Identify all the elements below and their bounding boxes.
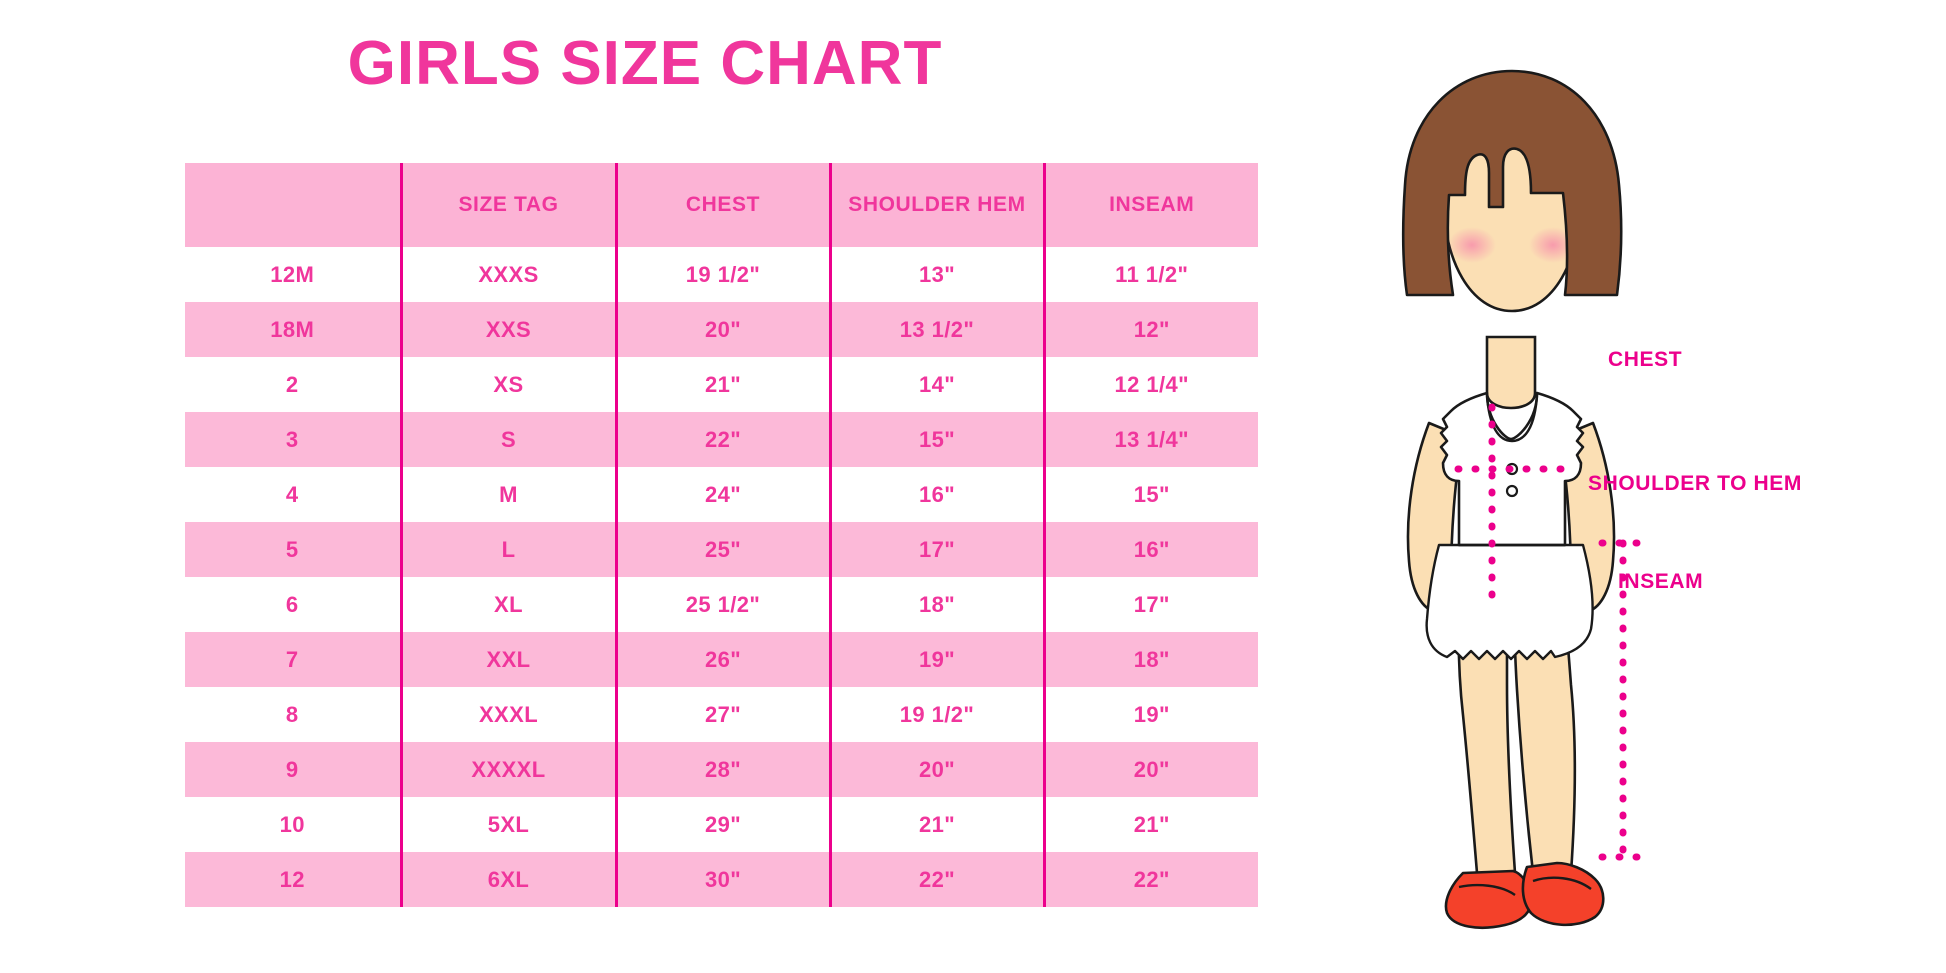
page-title: GIRLS SIZE CHART xyxy=(347,29,943,98)
cell-shoulder-hem: 13" xyxy=(828,247,1044,302)
cell-size: 10 xyxy=(185,797,401,852)
girl-figure-svg xyxy=(1401,69,1648,929)
cell-size-tag: L xyxy=(399,522,616,577)
table-row: 2 XS 21" 14" 12 1/4" xyxy=(185,357,1258,412)
shoes xyxy=(1444,861,1605,929)
table-row: 12M XXXS 19 1/2" 13" 11 1/2" xyxy=(185,247,1258,302)
cell-shoulder-hem: 16" xyxy=(828,467,1044,522)
table-row: 3 S 22" 15" 13 1/4" xyxy=(185,412,1258,467)
cell-chest: 22" xyxy=(614,412,830,467)
cell-inseam: 20" xyxy=(1042,742,1258,797)
cell-size: 12M xyxy=(185,247,401,302)
table-header: SIZE TAG CHEST SHOULDER HEM INSEAM xyxy=(185,163,1258,247)
cell-size: 5 xyxy=(185,522,401,577)
cell-chest: 21" xyxy=(614,357,830,412)
cell-chest: 30" xyxy=(614,852,830,907)
table-row: 9 XXXXL 28" 20" 20" xyxy=(185,742,1258,797)
column-header-inseam: INSEAM xyxy=(1042,163,1258,247)
cell-size: 2 xyxy=(185,357,401,412)
girl-figure-illustration xyxy=(1355,45,1675,945)
cell-chest: 24" xyxy=(614,467,830,522)
cell-size-tag: XXS xyxy=(399,302,616,357)
cell-chest: 27" xyxy=(614,687,830,742)
table-body: 12M XXXS 19 1/2" 13" 11 1/2" 18M XXS 20"… xyxy=(185,247,1258,907)
table-row: 12 6XL 30" 22" 22" xyxy=(185,852,1258,907)
cell-size: 8 xyxy=(185,687,401,742)
cell-inseam: 19" xyxy=(1042,687,1258,742)
column-header-chest: CHEST xyxy=(614,163,830,247)
cell-size-tag: XXXS xyxy=(399,247,616,302)
cell-size-tag: 6XL xyxy=(399,852,616,907)
cell-inseam: 12" xyxy=(1042,302,1258,357)
cell-size-tag: XL xyxy=(399,577,616,632)
cell-chest: 25 1/2" xyxy=(614,577,830,632)
cell-size-tag: XS xyxy=(399,357,616,412)
cell-shoulder-hem: 20" xyxy=(828,742,1044,797)
cell-size-tag: XXXL xyxy=(399,687,616,742)
cell-inseam: 22" xyxy=(1042,852,1258,907)
cell-size-tag: XXXXL xyxy=(399,742,616,797)
cell-size: 7 xyxy=(185,632,401,687)
table-header-row: SIZE TAG CHEST SHOULDER HEM INSEAM xyxy=(185,163,1258,247)
measurement-guides xyxy=(1454,403,1648,861)
cell-chest: 20" xyxy=(614,302,830,357)
column-header-shoulder-hem: SHOULDER HEM xyxy=(828,163,1044,247)
cell-size-tag: S xyxy=(399,412,616,467)
cell-shoulder-hem: 15" xyxy=(828,412,1044,467)
size-table: SIZE TAG CHEST SHOULDER HEM INSEAM 12M X… xyxy=(185,163,1258,907)
cell-shoulder-hem: 22" xyxy=(828,852,1044,907)
cell-inseam: 17" xyxy=(1042,577,1258,632)
cell-size-tag: M xyxy=(399,467,616,522)
callout-label-shoulder-to-hem: SHOULDER TO HEM xyxy=(1588,472,1802,495)
table-row: 5 L 25" 17" 16" xyxy=(185,522,1258,577)
neck xyxy=(1485,335,1537,410)
cheek-blush xyxy=(1529,227,1577,263)
skirt xyxy=(1425,543,1594,661)
callout-label-chest: CHEST xyxy=(1608,348,1683,371)
cell-inseam: 18" xyxy=(1042,632,1258,687)
button-icon xyxy=(1505,484,1519,498)
column-header-size-tag: SIZE TAG xyxy=(399,163,616,247)
cell-inseam: 11 1/2" xyxy=(1042,247,1258,302)
cell-chest: 19 1/2" xyxy=(614,247,830,302)
cell-shoulder-hem: 14" xyxy=(828,357,1044,412)
cell-chest: 28" xyxy=(614,742,830,797)
cell-shoulder-hem: 21" xyxy=(828,797,1044,852)
cell-inseam: 15" xyxy=(1042,467,1258,522)
cell-inseam: 21" xyxy=(1042,797,1258,852)
cell-size-tag: XXL xyxy=(399,632,616,687)
cell-size: 3 xyxy=(185,412,401,467)
callout-label-inseam: INSEAM xyxy=(1618,570,1704,593)
cell-shoulder-hem: 17" xyxy=(828,522,1044,577)
table-row: 4 M 24" 16" 15" xyxy=(185,467,1258,522)
cell-shoulder-hem: 19 1/2" xyxy=(828,687,1044,742)
table-row: 6 XL 25 1/2" 18" 17" xyxy=(185,577,1258,632)
size-table-container: SIZE TAG CHEST SHOULDER HEM INSEAM 12M X… xyxy=(185,163,1258,907)
table-row: 10 5XL 29" 21" 21" xyxy=(185,797,1258,852)
cell-size: 18M xyxy=(185,302,401,357)
cell-shoulder-hem: 13 1/2" xyxy=(828,302,1044,357)
cell-chest: 29" xyxy=(614,797,830,852)
cell-inseam: 13 1/4" xyxy=(1042,412,1258,467)
cell-inseam: 16" xyxy=(1042,522,1258,577)
table-row: 7 XXL 26" 19" 18" xyxy=(185,632,1258,687)
column-header-size xyxy=(185,163,401,247)
cell-size: 9 xyxy=(185,742,401,797)
cell-chest: 26" xyxy=(614,632,830,687)
cheek-blush xyxy=(1448,227,1496,263)
cell-shoulder-hem: 19" xyxy=(828,632,1044,687)
cell-inseam: 12 1/4" xyxy=(1042,357,1258,412)
cell-shoulder-hem: 18" xyxy=(828,577,1044,632)
cell-size: 12 xyxy=(185,852,401,907)
cell-size: 6 xyxy=(185,577,401,632)
table-row: 18M XXS 20" 13 1/2" 12" xyxy=(185,302,1258,357)
head xyxy=(1401,69,1623,313)
table-row: 8 XXXL 27" 19 1/2" 19" xyxy=(185,687,1258,742)
cell-chest: 25" xyxy=(614,522,830,577)
cell-size-tag: 5XL xyxy=(399,797,616,852)
cell-size: 4 xyxy=(185,467,401,522)
